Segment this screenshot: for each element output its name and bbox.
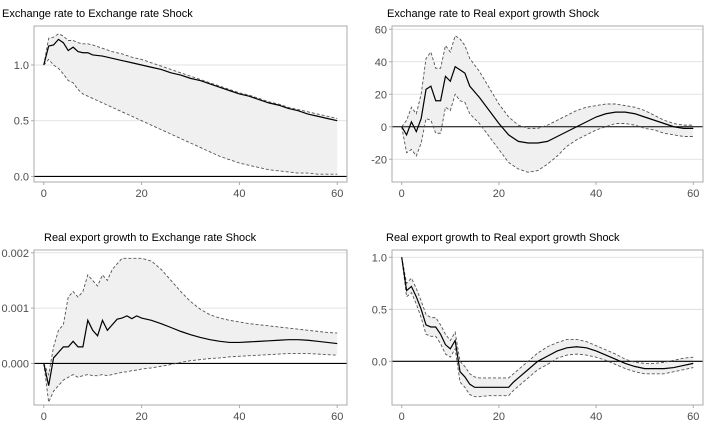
upper-bound-line [43,33,338,119]
lower-bound-line [401,257,694,398]
y-tick-label: 0.0 [14,171,29,183]
y-tick-label: 60 [375,24,387,36]
response-line [43,315,338,386]
y-tick-label: 0.000 [1,358,29,370]
panel-title: Exchange rate to Real export growth Shoc… [387,8,600,20]
lower-bound-line [43,353,338,404]
panel-title: Exchange rate to Exchange rate Shock [2,8,193,20]
plot-frame [33,25,348,183]
plot-frame [33,249,348,406]
y-tick-label: 0.5 [14,116,29,128]
panel-title: Real export growth to Real export growth… [386,232,620,244]
y-tick-label: 0.002 [1,248,29,260]
plot-frame [391,249,704,406]
upper-bound-line [43,257,338,377]
y-tick-label: 20 [375,89,387,101]
panel-3: Real export growth to Exchange rate Shoc… [1,232,348,423]
panel-title: Real export growth to Exchange rate Shoc… [44,232,257,244]
y-tick-label: 1.0 [14,60,29,72]
panel-2: Exchange rate to Real export growth Shoc… [371,8,704,200]
x-tick-label: 0 [41,411,47,423]
response-line [43,38,338,122]
x-tick-label: 0 [399,188,405,200]
y-tick-label: 0.001 [1,303,29,315]
x-tick-label: 20 [135,411,147,423]
x-tick-label: 60 [687,188,699,200]
y-tick-label: 1.0 [372,252,387,264]
plot-area: 0 20 40 60 0.000 0.001 0.002 [1,248,348,423]
response-line [401,257,694,388]
upper-bound-line [401,257,694,379]
y-tick-label: 40 [375,57,387,69]
x-tick-label: 20 [135,188,147,200]
y-tick-label: 0.5 [372,304,387,316]
x-tick-label: 60 [331,411,343,423]
plot-area: 0 20 40 60 0.0 0.5 1.0 [372,249,704,423]
plot-frame [391,25,704,183]
x-tick-label: 40 [590,411,602,423]
x-tick-label: 40 [233,411,245,423]
confidence-band [43,258,338,403]
x-tick-label: 20 [493,188,505,200]
confidence-band [401,257,694,397]
x-tick-label: 60 [331,188,343,200]
y-tick-label: 0 [381,122,387,134]
response-line [401,65,694,144]
x-tick-label: 40 [233,188,245,200]
confidence-band [401,35,694,173]
panel-1: Exchange rate to Exchange rate Shock 0 20… [2,8,348,200]
panel-4: Real export growth to Real export growth… [372,232,704,423]
lower-bound-line [401,93,694,173]
x-tick-label: 0 [399,411,405,423]
y-tick-label: 0.0 [372,356,387,368]
x-tick-label: 20 [493,411,505,423]
x-tick-label: 40 [590,188,602,200]
lower-bound-line [43,58,338,175]
confidence-band [43,33,338,175]
x-tick-label: 60 [687,411,699,423]
y-tick-label: -20 [371,154,387,166]
plot-area: 0 20 40 60 -20 0 20 40 60 [371,24,704,200]
x-tick-label: 0 [41,188,47,200]
plot-area: 0 20 40 60 0.0 0.5 1.0 [14,25,348,200]
upper-bound-line [401,35,694,129]
